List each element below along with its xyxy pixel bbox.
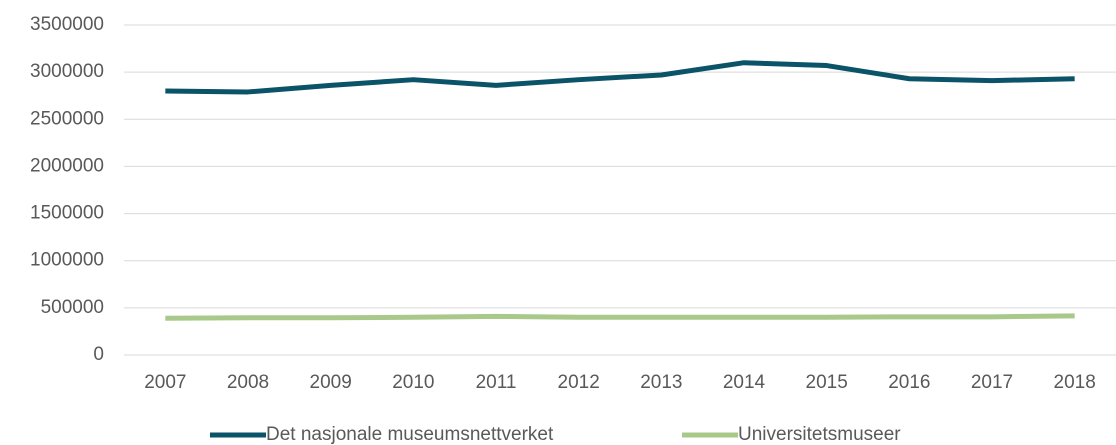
y-tick-label: 2000000 [30, 155, 104, 176]
series-line [165, 60, 1075, 95]
x-tick-label: 2012 [558, 372, 600, 393]
x-tick-label: 2007 [144, 372, 186, 393]
y-tick-label: 0 [93, 344, 104, 365]
x-tick-label: 2011 [476, 372, 517, 393]
x-tick-label: 2017 [971, 372, 1013, 393]
y-tick-label: 1500000 [30, 203, 104, 224]
x-tick-label: 2008 [227, 372, 269, 393]
y-tick-label: 3000000 [30, 61, 104, 82]
y-tick-label: 1000000 [30, 250, 104, 271]
x-tick-label: 2016 [888, 372, 930, 393]
y-tick-label: 2500000 [30, 108, 104, 129]
x-tick-label: 2013 [640, 372, 682, 393]
x-tick-label: 2014 [723, 372, 766, 393]
legend-label: Det nasjonale museumsnettverket [266, 424, 554, 445]
y-tick-label: 3500000 [30, 14, 104, 35]
y-tick-label: 500000 [41, 297, 104, 318]
x-tick-label: 2010 [392, 372, 434, 393]
series-line [165, 313, 1075, 321]
x-tick-label: 2018 [1054, 372, 1096, 393]
legend-label: Universitetsmuseer [738, 424, 901, 445]
x-tick-label: 2015 [806, 372, 848, 393]
x-tick-label: 2009 [310, 372, 352, 393]
